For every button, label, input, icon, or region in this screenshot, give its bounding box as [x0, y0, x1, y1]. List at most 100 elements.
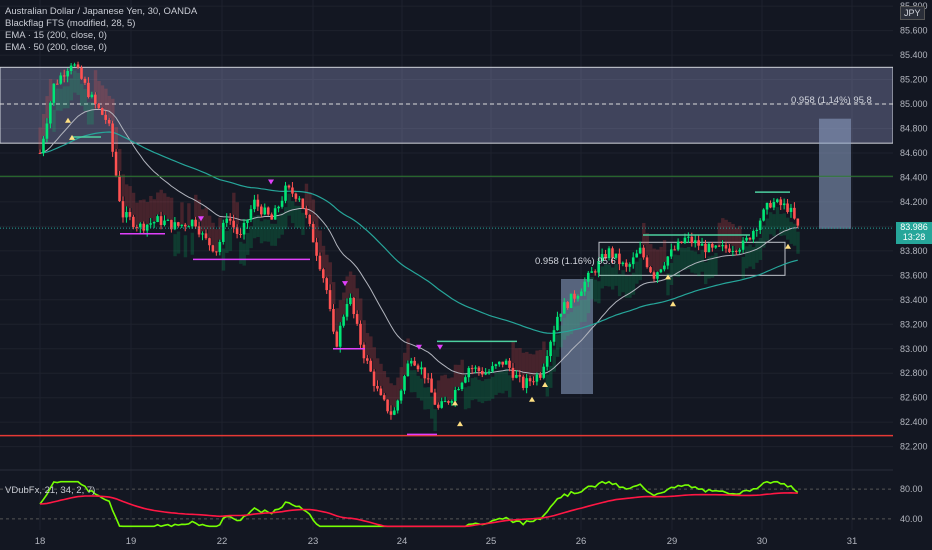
candle-body-219: [789, 207, 793, 212]
ribbon-bull-64: [259, 221, 264, 244]
candle-body-99: [379, 388, 383, 396]
candle-body-121: [453, 389, 457, 402]
ribbon-bull-166: [607, 264, 611, 287]
ribbon-bull-112: [423, 387, 427, 410]
candle-body-131: [487, 371, 491, 374]
candle-body-204: [738, 249, 741, 252]
candle-body-151: [556, 316, 559, 331]
candle-body-19: [104, 114, 108, 120]
buy-marker-2: [452, 400, 458, 406]
ribbon-bull-131: [487, 378, 491, 401]
ribbon-bull-188: [683, 248, 687, 271]
sell-marker-1: [268, 179, 274, 185]
osc-fast-line: [39, 480, 799, 528]
candle-body-26: [128, 212, 132, 217]
y-tick-18: 82.200: [900, 442, 928, 452]
candle-body-197: [714, 245, 718, 248]
ribbon-bull-165: [604, 263, 608, 286]
ribbon-bull-39: [173, 234, 177, 257]
candle-body-147: [542, 366, 546, 378]
candle-body-97: [372, 371, 376, 386]
candle-body-2: [45, 123, 49, 139]
ribbon-bear-84: [328, 262, 332, 285]
candle-body-143: [528, 378, 532, 382]
candle-body-12: [80, 67, 83, 79]
candle-body-146: [539, 374, 542, 378]
ribbon-bear-141: [521, 352, 526, 375]
ribbon-bear-82: [321, 245, 326, 268]
buy-marker-8: [785, 243, 791, 249]
ribbon-bear-21: [111, 98, 115, 121]
candle-body-183: [666, 256, 670, 266]
ribbon-bear-203: [734, 227, 739, 250]
candle-body-81: [318, 255, 322, 270]
candle-body-17: [97, 103, 101, 108]
candle-body-155: [569, 293, 573, 308]
buy-marker-5: [542, 382, 548, 388]
y-tick-4: 85.000: [900, 99, 928, 109]
ribbon-bull-175: [638, 258, 643, 281]
ribbon-bull-150: [552, 349, 556, 372]
ribbon-bear-105: [399, 367, 404, 390]
ribbon-bull-211: [762, 225, 766, 248]
candle-body-220: [793, 207, 796, 219]
ribbon-bull-65: [263, 219, 267, 242]
y-tick-7: 84.400: [900, 172, 928, 182]
ribbon-bear-91: [352, 274, 356, 298]
ribbon-bear-37: [166, 196, 170, 219]
candle-body-46: [197, 226, 201, 235]
x-tick-9: 31: [847, 536, 858, 547]
candle-body-59: [242, 222, 246, 235]
candle-body-123: [460, 382, 464, 390]
candle-body-211: [762, 209, 765, 221]
candle-body-185: [673, 249, 676, 251]
osc-slow-line: [39, 491, 798, 528]
ribbon-bull-189: [686, 246, 691, 270]
ribbon-bull-161: [590, 276, 594, 299]
ribbon-bull-63: [256, 214, 260, 238]
ribbon-bull-163: [597, 281, 601, 304]
ribbon-bear-80: [315, 215, 319, 238]
candle-body-48: [204, 233, 208, 239]
candle-body-4: [52, 83, 56, 103]
price-axis: 85.80085.60085.40085.20085.00084.80084.6…: [893, 0, 932, 550]
ribbon-bull-159: [583, 299, 587, 322]
ribbon-bull-114: [430, 396, 434, 419]
candle-body-169: [618, 253, 621, 265]
ribbon-bull-110: [416, 375, 420, 398]
ribbon-bear-48: [204, 207, 208, 230]
ribbon-bear-77: [304, 183, 309, 206]
candle-body-54: [225, 218, 229, 223]
candle-body-90: [349, 297, 352, 305]
candle-body-217: [782, 203, 786, 206]
candle-body-152: [559, 313, 563, 317]
candle-body-166: [607, 248, 611, 259]
ribbon-bull-14: [86, 102, 91, 125]
candle-body-20: [107, 119, 111, 124]
candle-body-112: [423, 367, 427, 379]
ribbon-bear-25: [124, 184, 129, 207]
ribbon-bull-212: [765, 218, 769, 241]
candle-body-21: [111, 123, 114, 152]
candle-body-158: [580, 291, 583, 296]
ribbon-bear-29: [138, 200, 143, 223]
ribbon-bear-2: [45, 96, 49, 119]
currency-badge[interactable]: JPY: [900, 6, 925, 20]
ribbon-bear-45: [194, 194, 198, 217]
candle-body-94: [362, 344, 366, 359]
candle-body-40: [177, 222, 180, 226]
candle-body-11: [76, 64, 80, 68]
candle-body-77: [304, 208, 308, 215]
candle-body-120: [450, 401, 454, 403]
ribbon-bull-59: [242, 243, 246, 266]
ribbon-bull-185: [673, 254, 677, 277]
ribbon-bull-172: [628, 275, 632, 298]
x-tick-6: 26: [576, 536, 587, 547]
candle-body-140: [518, 374, 522, 377]
candle-body-96: [369, 360, 372, 372]
candle-body-87: [338, 325, 342, 347]
candle-body-184: [669, 249, 673, 257]
ribbon-bear-43: [187, 203, 191, 226]
ribbon-bear-145: [535, 350, 539, 373]
